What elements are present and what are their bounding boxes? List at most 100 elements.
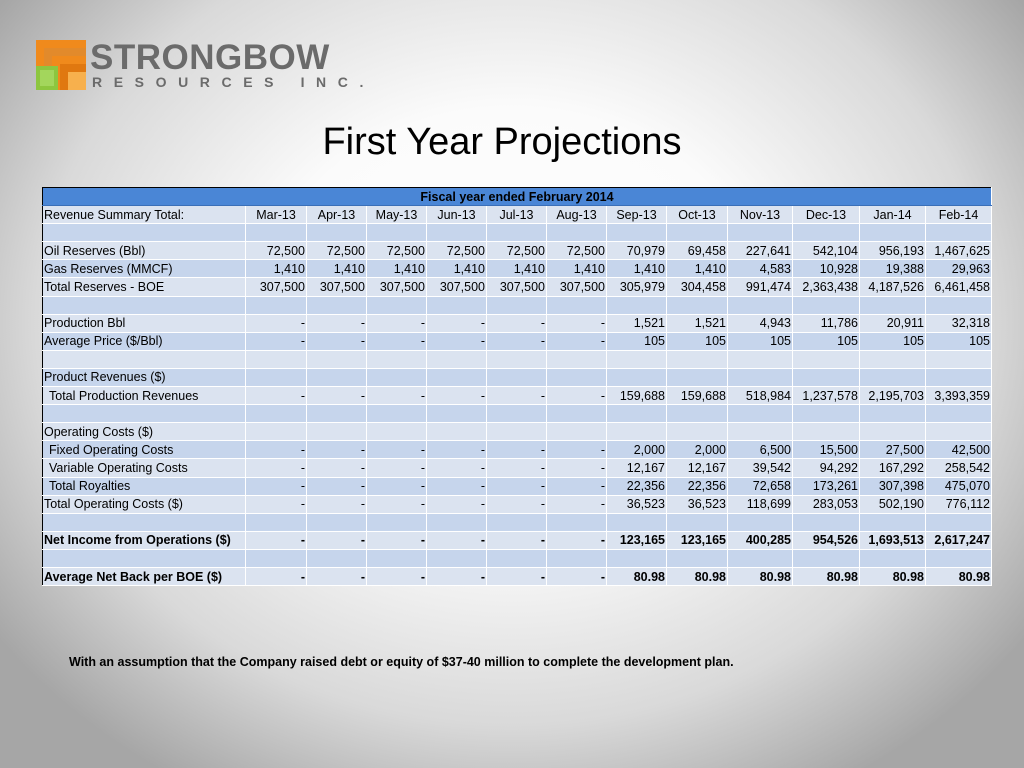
table-row: Production Bbl - - - - - -1,521 1,521 4,943 11,78…: [42, 314, 992, 333]
table-cell: -: [486, 314, 547, 333]
table-cell: [546, 422, 607, 442]
table-cell: 105: [859, 332, 926, 351]
table-cell: 2,617,247: [925, 531, 992, 550]
logo-title: STRONGBOW: [90, 38, 330, 77]
table-cell: [486, 368, 547, 388]
table-row: Total Production Revenues - - - - - -159,688 15…: [42, 386, 992, 406]
table-cell: 4,187,526: [859, 277, 926, 297]
table-cell: 22,356: [666, 477, 728, 496]
row-label: [42, 549, 246, 568]
logo-subtitle: RESOURCES INC.: [92, 74, 375, 90]
table-cell: 258,542: [925, 458, 992, 478]
table-cell: [859, 404, 926, 424]
table-cell: -: [486, 386, 547, 406]
table-row: Total Operating Costs ($) - - - - - -36,523 36,…: [42, 495, 992, 514]
table-cell: [486, 513, 547, 532]
table-cell: 70,979: [606, 241, 667, 261]
table-cell: 39,542: [727, 458, 793, 478]
table-row: Fixed Operating Costs - - - - - -2,000 2,000 6,5…: [42, 440, 992, 460]
table-cell: [925, 296, 992, 315]
months-label: Revenue Summary Total:: [42, 205, 246, 225]
table-cell: -: [245, 386, 307, 406]
table-cell: 105: [666, 332, 728, 351]
table-cell: [306, 513, 367, 532]
table-cell: [606, 296, 667, 315]
table-cell: 1,410: [486, 259, 547, 279]
table-cell: -: [486, 458, 547, 478]
table-cell: 1,410: [666, 259, 728, 279]
table-cell: [486, 404, 547, 424]
table-cell: 307,500: [306, 277, 367, 297]
table-cell: 307,500: [486, 277, 547, 297]
table-cell: 167,292: [859, 458, 926, 478]
row-label: Gas Reserves (MMCF): [42, 259, 246, 279]
row-label: Total Production Revenues: [42, 386, 246, 406]
table-cell: 3,393,359: [925, 386, 992, 406]
row-label: Oil Reserves (Bbl): [42, 241, 246, 261]
table-cell: 72,500: [245, 241, 307, 261]
table-cell: -: [366, 458, 427, 478]
table-cell: 69,458: [666, 241, 728, 261]
table-cell: 502,190: [859, 495, 926, 514]
table-cell: -: [366, 477, 427, 496]
table-cell: [426, 350, 487, 369]
month-header: Mar-13: [245, 205, 307, 225]
table-cell: [925, 404, 992, 424]
table-cell: [727, 223, 793, 243]
row-label: Total Royalties: [42, 477, 246, 496]
table-cell: 1,410: [426, 259, 487, 279]
month-header: May-13: [366, 205, 427, 225]
table-cell: [606, 422, 667, 442]
table-cell: -: [245, 458, 307, 478]
table-cell: -: [245, 314, 307, 333]
table-cell: 227,641: [727, 241, 793, 261]
table-cell: 22,356: [606, 477, 667, 496]
table-cell: [546, 296, 607, 315]
table-cell: [366, 296, 427, 315]
table-cell: -: [306, 495, 367, 514]
table-row: Average Price ($/Bbl) - - - - - -105 105 105 105 1…: [42, 332, 992, 351]
table-cell: 2,195,703: [859, 386, 926, 406]
month-header: Oct-13: [666, 205, 728, 225]
table-cell: 4,943: [727, 314, 793, 333]
table-cell: -: [426, 458, 487, 478]
table-cell: 305,979: [606, 277, 667, 297]
table-cell: 1,521: [666, 314, 728, 333]
table-cell: 105: [925, 332, 992, 351]
table-cell: -: [486, 567, 547, 587]
table-cell: -: [306, 531, 367, 550]
table-cell: 80.98: [666, 567, 728, 587]
table-cell: [792, 422, 860, 442]
table-cell: [666, 350, 728, 369]
table-cell: [306, 549, 367, 568]
months-row: Revenue Summary Total: Mar-13 Apr-13 May-1…: [42, 205, 992, 225]
table-cell: [606, 368, 667, 388]
row-label: Average Net Back per BOE ($): [42, 567, 246, 587]
table-row: [42, 513, 992, 532]
table-cell: [792, 549, 860, 568]
table-cell: [546, 368, 607, 388]
table-row: Oil Reserves (Bbl) 72,500 72,500 72,500 72,5…: [42, 241, 992, 261]
table-cell: -: [546, 477, 607, 496]
month-header: Dec-13: [792, 205, 860, 225]
table-cell: [486, 549, 547, 568]
table-cell: [426, 404, 487, 424]
table-cell: -: [426, 477, 487, 496]
row-label: [42, 223, 246, 243]
strongbow-logo-icon: [36, 40, 86, 90]
table-cell: [727, 350, 793, 369]
table-cell: -: [546, 458, 607, 478]
table-cell: [426, 368, 487, 388]
row-label: Operating Costs ($): [42, 422, 246, 442]
table-cell: [666, 223, 728, 243]
projections-table: Fiscal year ended February 2014 Revenue …: [42, 187, 992, 587]
table-cell: 475,070: [925, 477, 992, 496]
table-cell: [606, 404, 667, 424]
table-cell: 4,583: [727, 259, 793, 279]
table-cell: [792, 368, 860, 388]
table-cell: [366, 368, 427, 388]
table-cell: 159,688: [666, 386, 728, 406]
table-cell: 36,523: [606, 495, 667, 514]
table-cell: -: [306, 567, 367, 587]
table-cell: [859, 549, 926, 568]
